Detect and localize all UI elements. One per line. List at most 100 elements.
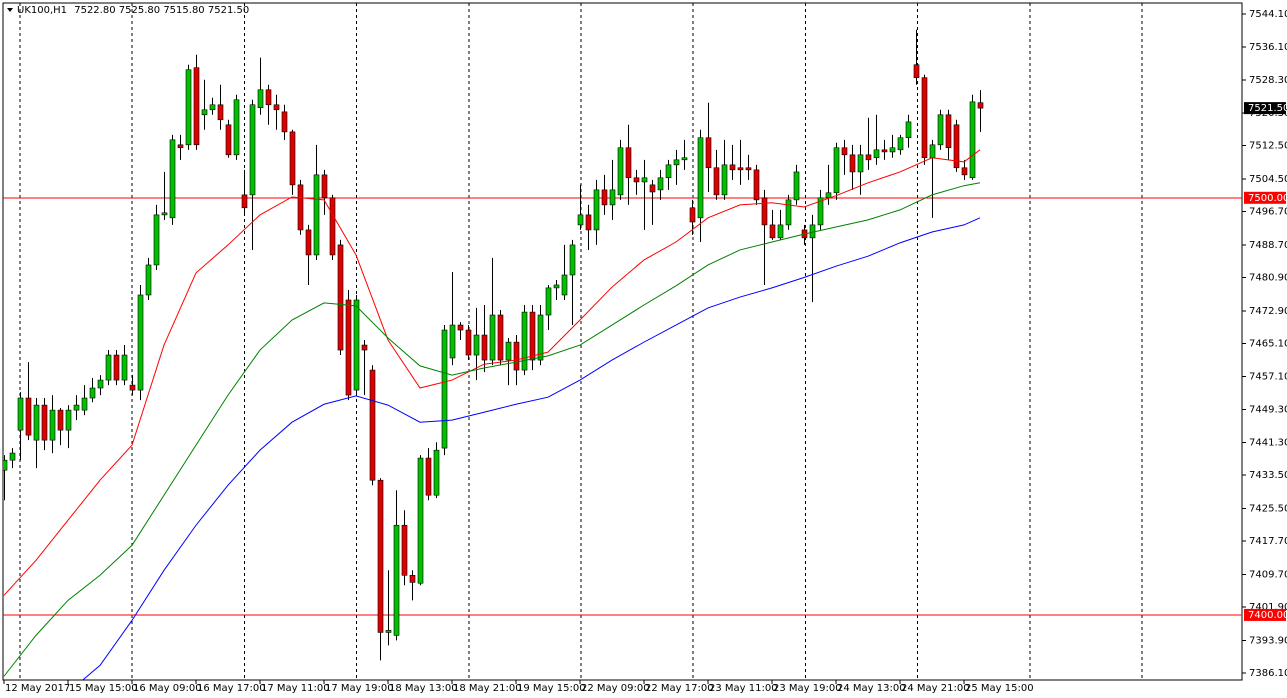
candle-body [433, 449, 440, 496]
candle-body [409, 575, 416, 583]
y-tick-label: 7417.70 [1249, 536, 1287, 547]
y-tick-label: 7386.10 [1249, 668, 1287, 679]
candle-body [569, 244, 576, 276]
candle-body [889, 147, 896, 153]
y-tick-label: 7449.30 [1249, 404, 1287, 415]
candle-body [753, 169, 760, 201]
candle-body [689, 207, 696, 223]
candle-body [969, 101, 976, 179]
candle-body [641, 177, 648, 183]
candle-body [361, 344, 368, 351]
last-price-badge [1244, 102, 1286, 115]
price-line-badge [1244, 191, 1286, 204]
candle-body [929, 144, 936, 159]
x-tick-label: 16 May 17:00 [197, 683, 266, 694]
candle-body [537, 314, 544, 361]
x-tick-label: 23 May 19:00 [773, 683, 842, 694]
candle-body [905, 121, 912, 139]
candle-body [105, 354, 112, 381]
quote-low: 7515.80 [163, 5, 204, 16]
plot-area [3, 29, 1242, 680]
candle-body [705, 137, 712, 169]
candle-body [513, 341, 520, 371]
candle-body [201, 109, 208, 116]
price-line-badge [1244, 608, 1286, 621]
candle-body [401, 524, 408, 576]
candle-body [913, 64, 920, 78]
candle-body [41, 404, 48, 441]
candle-body [425, 457, 432, 496]
candle-body [585, 214, 592, 231]
candle-body [473, 334, 480, 356]
y-tick-label: 7480.90 [1249, 272, 1287, 283]
y-tick-label: 7496.70 [1249, 207, 1287, 218]
candle-body [17, 397, 24, 431]
candle-body [897, 137, 904, 151]
menu-triangle [7, 8, 13, 12]
candle-body [921, 77, 928, 159]
candle-body [57, 409, 64, 431]
candle-body [129, 384, 136, 391]
candle-body [737, 167, 744, 171]
y-tick-label: 7441.30 [1249, 438, 1287, 449]
candle-body [785, 199, 792, 226]
candle-body [313, 174, 320, 256]
x-tick-label: 17 May 19:00 [325, 683, 394, 694]
candle-body [73, 404, 80, 411]
last-price-label: 7521.50 [1248, 103, 1287, 114]
candle-body [265, 89, 272, 106]
candle-body [729, 164, 736, 171]
candle-body [881, 149, 888, 153]
candle-body [193, 67, 200, 146]
candle-body [217, 104, 224, 121]
x-tick-label: 17 May 11:00 [261, 683, 330, 694]
candle-body [953, 124, 960, 169]
quote-close: 7521.50 [208, 5, 249, 16]
candle-body [577, 214, 584, 226]
y-tick-label: 7465.10 [1249, 338, 1287, 349]
x-tick-label: 15 May 15:00 [69, 683, 138, 694]
x-tick-label: 22 May 09:00 [581, 683, 650, 694]
candle-body [9, 452, 16, 461]
candle-body [761, 197, 768, 226]
candle-body [169, 139, 176, 219]
candle-body [833, 147, 840, 194]
candle-body [89, 387, 96, 399]
candle-body [529, 311, 536, 361]
quote-high: 7525.80 [119, 5, 160, 16]
candle-body [209, 104, 216, 111]
candle-body [33, 404, 40, 441]
candle-body [505, 341, 512, 361]
candle-body [161, 212, 168, 216]
candle-body [649, 184, 656, 193]
x-tick-label: 24 May 13:00 [837, 683, 906, 694]
candle-body [257, 89, 264, 108]
candle-body [769, 224, 776, 239]
y-tick-label: 7401.90 [1249, 602, 1287, 613]
candle-body [81, 397, 88, 411]
candle-body [145, 264, 152, 296]
candle-body [849, 154, 856, 173]
candle-body [25, 397, 32, 436]
y-tick-label: 7472.90 [1249, 306, 1287, 317]
x-tick-label: 12 May 2017 [5, 683, 70, 694]
candle-body [3, 459, 8, 471]
moving-average [3, 182, 981, 677]
candle-body [961, 167, 968, 176]
symbol: UK100,H1 [17, 5, 67, 16]
candle-body [449, 324, 456, 359]
candle-body [625, 147, 632, 179]
x-tick-label: 23 May 11:00 [709, 683, 778, 694]
axes: 7544.107536.107528.307520.307512.507504.… [3, 9, 1287, 694]
y-tick-label: 7544.10 [1249, 9, 1287, 20]
candle-body [521, 311, 528, 371]
x-tick-label: 25 May 15:00 [965, 683, 1034, 694]
x-tick-label: 19 May 15:00 [517, 683, 586, 694]
candle-body [225, 124, 232, 156]
candle-body [273, 104, 280, 111]
candle-body [177, 144, 184, 149]
candle-body [945, 114, 952, 149]
candle-body [337, 244, 344, 351]
candle-body [481, 334, 488, 361]
